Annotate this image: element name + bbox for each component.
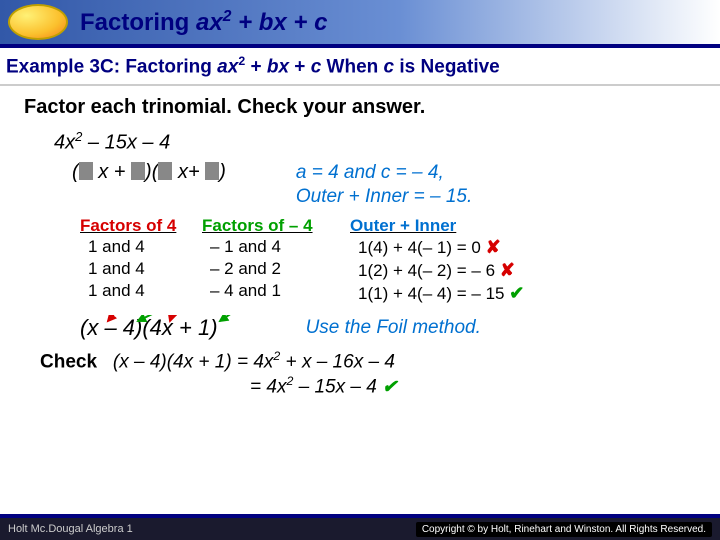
blank-box: [131, 162, 145, 180]
slide-footer: Holt Mc.Dougal Algebra 1 Copyright © by …: [0, 514, 720, 540]
check-label: Check: [40, 352, 97, 373]
sub-ax: ax: [217, 56, 238, 77]
col-header-3: Outer + Inner: [350, 216, 610, 236]
factors-table: Factors of 4 Factors of – 4 Outer + Inne…: [80, 216, 696, 305]
cell: – 2 and 2: [202, 258, 350, 280]
slide-content: Factor each trinomial. Check your answer…: [0, 86, 720, 404]
blank-box: [205, 162, 219, 180]
trinomial-expression: 4x2 – 15x – 4: [54, 129, 696, 155]
sub-plain1: Example 3C: Factoring: [6, 56, 217, 77]
blank-box: [158, 162, 172, 180]
check-mark-icon: ✔: [382, 376, 397, 396]
instruction-text: Factor each trinomial. Check your answer…: [24, 96, 696, 119]
sub-p4: When: [321, 56, 383, 77]
sub-p3: +: [289, 56, 311, 77]
check-line-1: Check (x – 4)(4x + 1) = 4x2 + x – 16x – …: [40, 349, 680, 373]
sub-bx: bx: [267, 56, 289, 77]
result-row: (x – 4)(4x + 1) Use the Foil method.: [80, 315, 696, 341]
sub-c2: c: [384, 56, 395, 77]
hints-text: a = 4 and c = – 4, Outer + Inner = – 15.: [296, 161, 472, 209]
col-3-body: 1(4) + 4(– 1) = 0 ✘ 1(2) + 4(– 2) = – 6 …: [350, 236, 610, 305]
cell: 1(2) + 4(– 2) = – 6 ✘: [350, 259, 610, 282]
cell: 1(4) + 4(– 1) = 0 ✘: [350, 236, 610, 259]
check-mark-icon: ✔: [509, 283, 524, 303]
col-header-2: Factors of – 4: [202, 216, 350, 236]
cell: 1 and 4: [80, 236, 202, 258]
x-mark-icon: ✘: [500, 260, 515, 280]
factored-result: (x – 4)(4x + 1): [80, 315, 218, 341]
example-subheader: Example 3C: Factoring ax2 + bx + c When …: [0, 48, 720, 86]
cell: 1 and 4: [80, 258, 202, 280]
sub-p5: is Negative: [394, 56, 500, 77]
hint-line1: a = 4 and c = – 4,: [296, 161, 472, 185]
slide-header: Factoring ax2 + bx + c: [0, 0, 720, 48]
check-line-2: = 4x2 – 15x – 4 ✔: [250, 374, 696, 398]
table-header: Factors of 4 Factors of – 4 Outer + Inne…: [80, 216, 696, 236]
col-header-1: Factors of 4: [80, 216, 202, 236]
foil-instruction: Use the Foil method.: [306, 317, 481, 339]
cell: – 4 and 1: [202, 280, 350, 302]
col-2-body: – 1 and 4 – 2 and 2 – 4 and 1: [202, 236, 350, 305]
header-prefix: Factoring: [80, 9, 196, 36]
sub-p2: +: [245, 56, 267, 77]
cell: 1(1) + 4(– 4) = – 15 ✔: [350, 282, 610, 305]
table-body: 1 and 4 1 and 4 1 and 4 – 1 and 4 – 2 an…: [80, 236, 696, 305]
footer-copyright: Copyright © by Holt, Rinehart and Winsto…: [416, 522, 712, 537]
cell: – 1 and 4: [202, 236, 350, 258]
blank-box: [79, 162, 93, 180]
header-ax: ax: [196, 9, 223, 36]
x-mark-icon: ✘: [486, 237, 501, 257]
header-title: Factoring ax2 + bx + c: [80, 8, 327, 37]
header-rest: + bx + c: [231, 9, 327, 36]
col-1-body: 1 and 4 1 and 4 1 and 4: [80, 236, 202, 305]
footer-left: Holt Mc.Dougal Algebra 1: [8, 523, 133, 535]
sub-c: c: [311, 56, 322, 77]
factor-template: ( x + )( x+ ): [72, 161, 226, 184]
header-oval-icon: [8, 4, 68, 40]
cell: 1 and 4: [80, 280, 202, 302]
hint-line2: Outer + Inner = – 15.: [296, 185, 472, 209]
template-row: ( x + )( x+ ) a = 4 and c = – 4, Outer +…: [72, 161, 696, 209]
